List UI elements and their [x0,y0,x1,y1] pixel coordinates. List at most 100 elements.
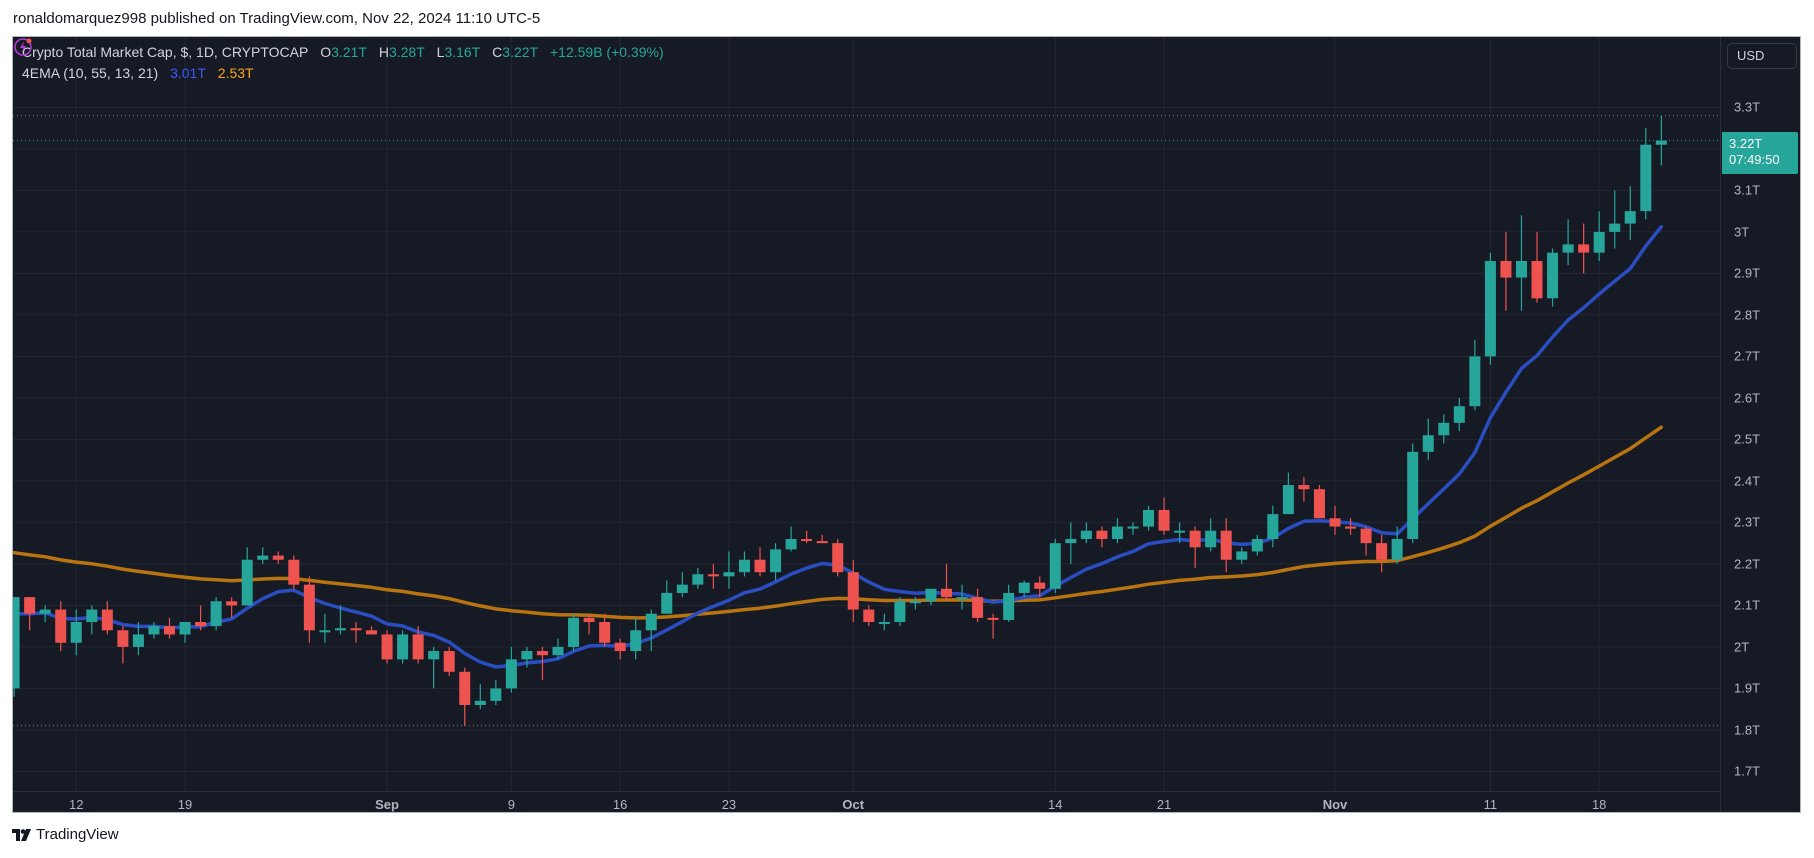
candle-down [1220,518,1232,573]
candle-up [1453,397,1465,432]
tradingview-logo[interactable]: TradingView [12,826,119,843]
candle-up [1562,219,1574,266]
candle-down [366,626,378,635]
candle-body [101,609,113,631]
legend-indicator-row: 4EMA (10, 55, 13, 21) 3.01T 2.53T [22,63,664,84]
legend-close-value: 3.22T [502,44,539,60]
time-tick-label: 9 [507,797,515,812]
candle-down [754,547,766,577]
candle-up [1251,534,1263,556]
candle-body [86,609,98,622]
candle-down [350,622,362,643]
legend-symbol[interactable]: Crypto Total Market Cap, $, 1D, CRYPTOCA… [22,44,309,60]
candle-up [1547,248,1559,307]
candle-body [288,559,300,585]
candle-body [412,634,424,660]
candle-body [1500,260,1512,278]
candle-up [1018,580,1030,598]
candle-up [241,547,253,606]
chart-frame: Crypto Total Market Cap, $, 1D, CRYPTOCA… [12,36,1801,813]
candle-body [1018,582,1030,593]
candle-body [195,622,207,627]
candle-body [1578,244,1590,253]
current-price-value: 3.22T [1729,135,1763,151]
candle-body [925,588,937,602]
candle-body [536,651,548,656]
time-tick-label: 23 [721,797,737,812]
candle-body [1003,592,1015,620]
price-tick-label: 1.8T [1734,722,1761,738]
price-tick-label: 2.2T [1734,556,1761,572]
candle-body [645,613,657,631]
candle-up [490,680,502,705]
candle-body [987,617,999,620]
candle-body [1220,530,1232,560]
candle-body [1174,530,1186,533]
candle-up [1282,472,1294,515]
price-tick-label: 3.1T [1734,182,1761,198]
time-tick-label: 21 [1156,797,1172,812]
candle-body [210,601,222,627]
candle-body [599,622,611,643]
candle-up [894,597,906,627]
candle-up [770,543,782,581]
candle-body [552,646,564,656]
lightning-icon[interactable] [13,37,33,57]
candle-body [1236,551,1248,560]
candle-up [1391,526,1403,564]
time-tick-label: 19 [177,797,193,812]
candle-up [925,588,937,606]
candle-up [70,609,82,656]
candle-up [334,605,346,635]
candle-down [101,601,113,635]
candle-body [1127,526,1139,529]
candle-down [832,539,844,577]
price-tick-label: 2T [1734,639,1750,655]
ema-slow-value: 2.53T [217,65,254,81]
candle-up [505,646,517,693]
candle-body [568,617,580,647]
candle-up [1422,418,1434,461]
candle-down [614,638,626,660]
candle-up [909,597,921,610]
candle-up [568,613,580,652]
candle-up [1609,190,1621,249]
candle-up [1438,414,1450,444]
candlestick-chart[interactable] [13,37,1720,791]
candle-body [70,622,82,643]
candle-body [319,630,331,633]
candle-body [1111,526,1123,539]
publisher-line: ronaldomarquez998 published on TradingVi… [13,10,541,27]
candle-body [24,597,36,614]
price-tick-label: 2.7T [1734,348,1761,364]
candle-down [1189,526,1201,569]
candle-up [1515,215,1527,311]
candle-body [226,601,238,606]
candle-up [1080,522,1092,544]
candle-up [1469,339,1481,411]
time-axis[interactable]: 12 19 Sep 9 16 23 Oct 14 21 Nov 11 18 [13,791,1720,812]
indicator-name[interactable]: 4EMA (10, 55, 13, 21) [22,65,159,81]
candle-down [1298,476,1310,502]
candle-down [164,617,175,639]
time-tick-label: Oct [842,797,865,812]
legend-symbol-row: Crypto Total Market Cap, $, 1D, CRYPTOCA… [22,42,664,63]
candle-body [972,597,984,618]
price-tick-label: 3T [1734,224,1750,240]
candle-up [956,584,968,610]
chart-pane[interactable]: Crypto Total Market Cap, $, 1D, CRYPTOCA… [13,37,1720,791]
candle-body [630,630,642,652]
candle-up [1143,505,1155,531]
candle-up [785,526,797,552]
candle-body [676,584,688,593]
candle-up [1049,539,1061,593]
candle-up [1655,115,1667,166]
candle-body [350,628,362,631]
currency-button[interactable]: USD [1727,43,1797,69]
price-axis[interactable]: USD 3.3T 3.1T 3T 2.9T 2.8T 2.7T 2.6T 2.5T 2.4T 2.… [1720,37,1800,812]
candle-body [692,574,704,585]
chart-legend: Crypto Total Market Cap, $, 1D, CRYPTOCA… [22,42,664,84]
candle-body [1484,260,1496,357]
candle-down [599,613,611,647]
candle-body [1624,211,1636,224]
